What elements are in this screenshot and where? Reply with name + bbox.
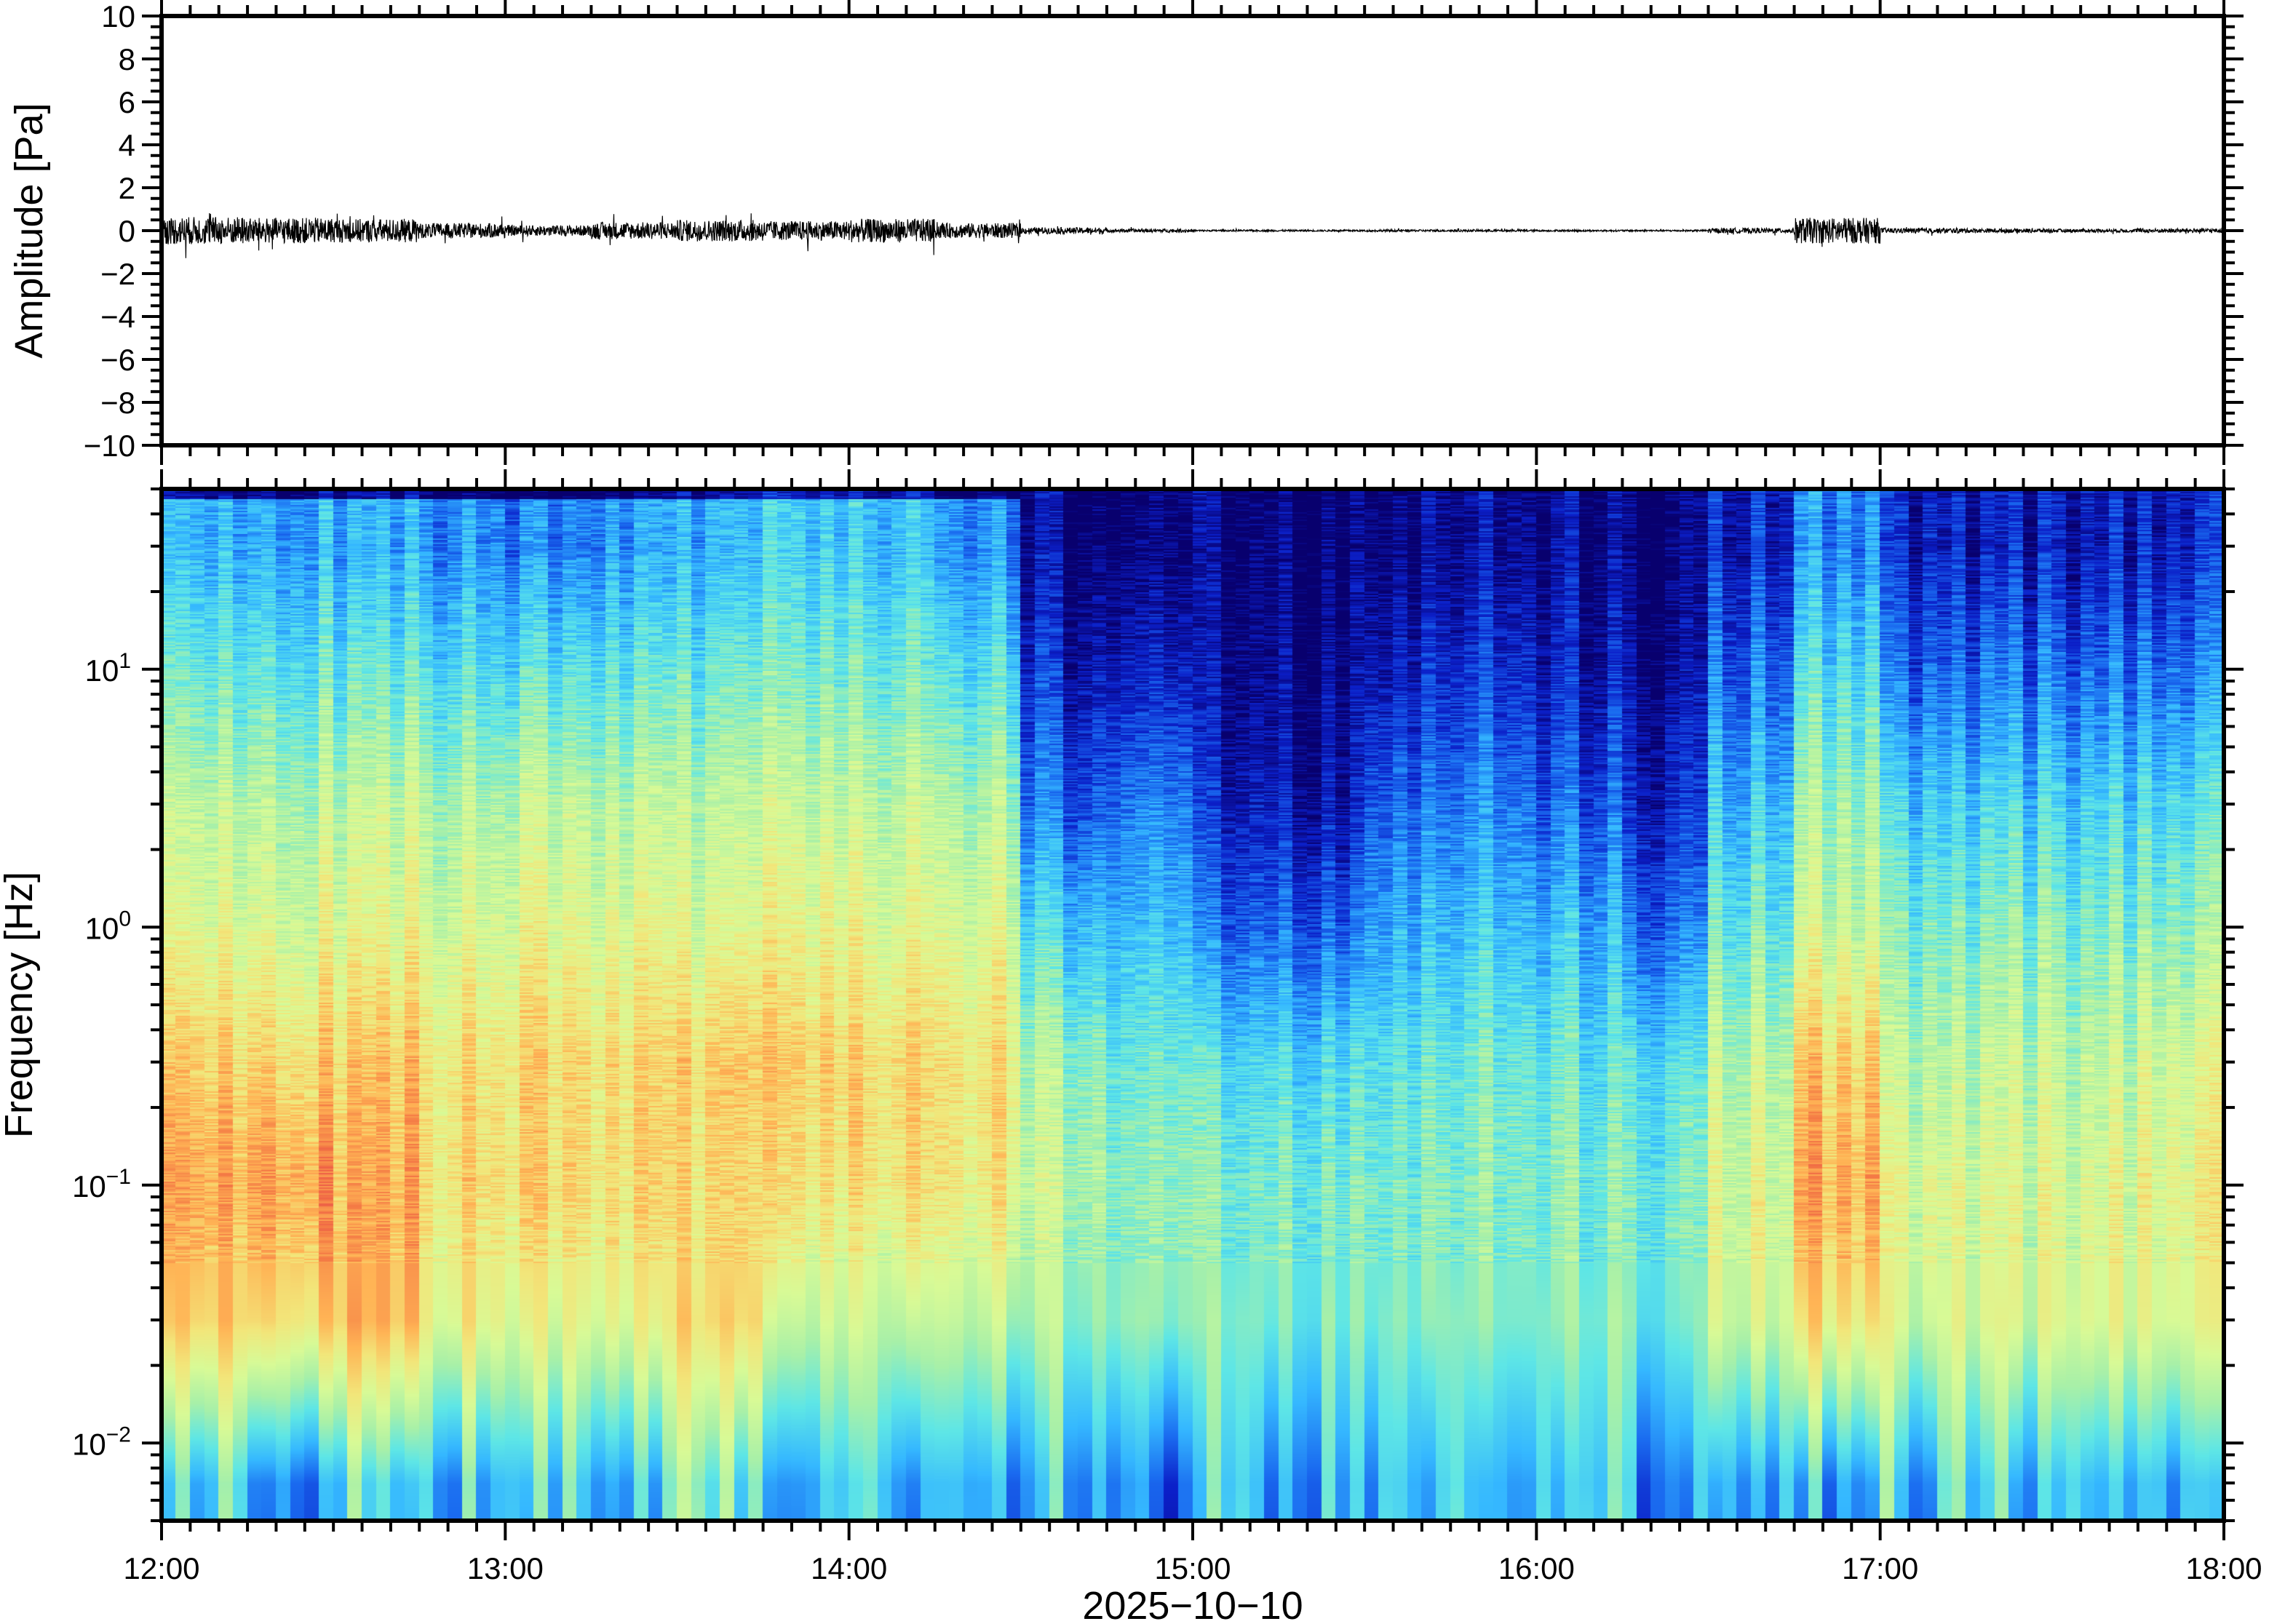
amplitude-tick-label: 10 xyxy=(101,0,135,33)
time-tick-label: 17:00 xyxy=(1842,1551,1918,1585)
frequency-tick-label: 100 xyxy=(85,907,131,945)
waveform-frame xyxy=(159,14,2226,447)
waveform-panel xyxy=(161,212,2225,258)
time-tick-label: 15:00 xyxy=(1154,1551,1231,1585)
frequency-tick-label: 101 xyxy=(85,649,131,688)
frequency-tick-label: 10−2 xyxy=(72,1422,131,1461)
amplitude-tick-label: 4 xyxy=(119,128,135,162)
panel-frames xyxy=(159,14,2226,1523)
amplitude-tick-label: −4 xyxy=(100,300,135,334)
axis-ticks: 10 8 6 4 2 0 −2 −4 −6 −8 −10 12:00 13:00 14:00 15:00 16… xyxy=(72,0,2262,1585)
time-tick-label: 13:00 xyxy=(467,1551,544,1585)
time-tick-label: 18:00 xyxy=(2185,1551,2262,1585)
frequency-tick-label: 10−1 xyxy=(72,1165,131,1203)
frequency-axis-title: Frequency [Hz] xyxy=(0,872,41,1138)
amplitude-tick-label: −10 xyxy=(84,429,135,463)
amplitude-tick-label: 6 xyxy=(119,85,135,119)
amplitude-tick-label: −2 xyxy=(100,257,135,291)
amplitude-tick-label: −8 xyxy=(100,386,135,420)
amplitude-tick-label: 0 xyxy=(119,214,135,248)
spectrogram-frame xyxy=(159,487,2226,1523)
waveform-trace xyxy=(161,212,2225,258)
time-tick-label: 12:00 xyxy=(123,1551,199,1585)
time-tick-label: 14:00 xyxy=(811,1551,887,1585)
amplitude-tick-label: 8 xyxy=(119,42,135,76)
amplitude-axis-title: Amplitude [Pa] xyxy=(7,103,51,358)
date-axis-title: 2025−10−10 xyxy=(1082,1584,1303,1624)
time-tick-label: 16:00 xyxy=(1498,1551,1575,1585)
amplitude-tick-label: −6 xyxy=(100,343,135,377)
amplitude-tick-label: 2 xyxy=(119,171,135,205)
